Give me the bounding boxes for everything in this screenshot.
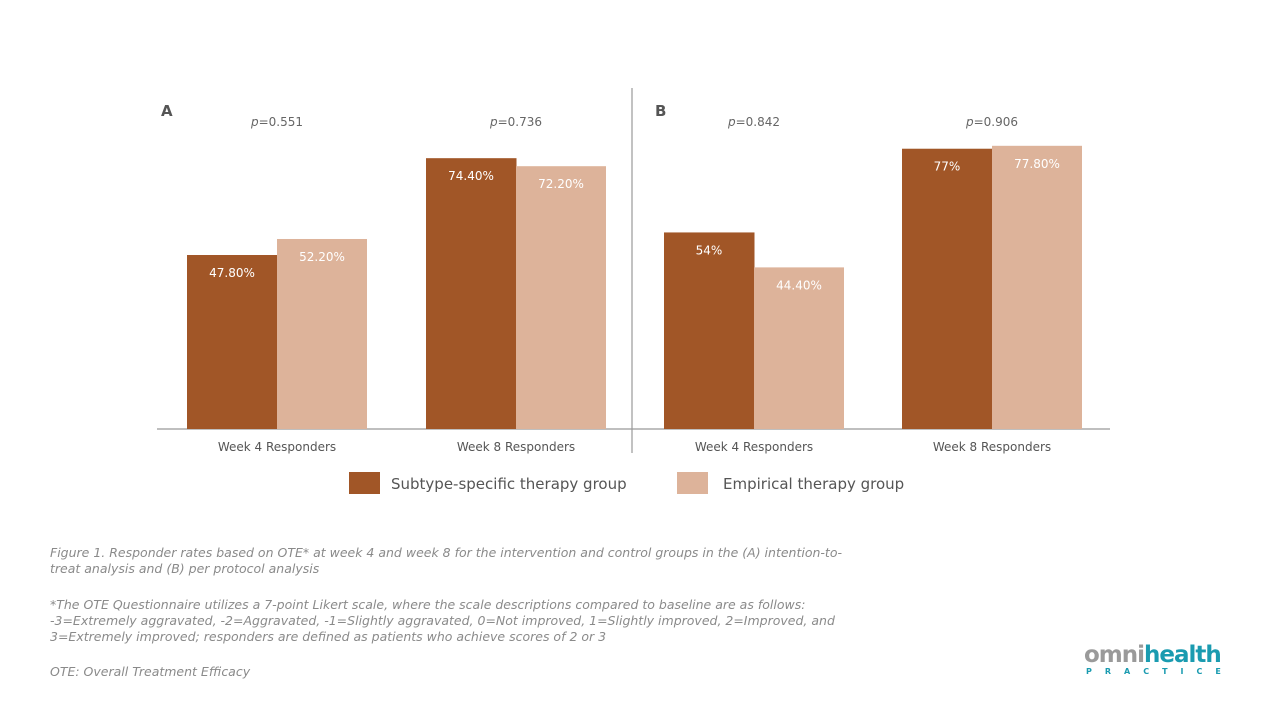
- panel-label: A: [161, 102, 173, 120]
- p-value-label: p=0.551: [250, 115, 303, 129]
- legend-label: Empirical therapy group: [723, 475, 904, 493]
- omnihealth-logo: omnihealth PRACTICE: [1084, 642, 1234, 676]
- bar-subtype-specific: [902, 148, 993, 429]
- p-value-label: p=0.906: [965, 115, 1018, 129]
- legend-swatch: [677, 472, 708, 494]
- bar-empirical: [516, 166, 606, 429]
- bar-empirical: [992, 145, 1082, 430]
- p-value-label: p=0.842: [727, 115, 780, 129]
- legend-label: Subtype-specific therapy group: [391, 475, 627, 493]
- ote-abbreviation: OTE: Overall Treatment Efficacy: [50, 664, 251, 679]
- bar-value-label: 47.80%: [209, 266, 255, 280]
- bar-subtype-specific: [187, 255, 278, 429]
- bar-empirical: [754, 267, 844, 429]
- category-label: Week 4 Responders: [695, 440, 813, 454]
- bar-subtype-specific: [426, 158, 517, 429]
- category-label: Week 4 Responders: [218, 440, 336, 454]
- bar-value-label: 52.20%: [299, 250, 345, 264]
- bar-value-label: 77.80%: [1014, 157, 1060, 171]
- bar-value-label: 44.40%: [776, 278, 822, 292]
- bar-value-label: 54%: [696, 243, 723, 257]
- bar-value-label: 72.20%: [538, 177, 584, 191]
- figure-caption: Figure 1. Responder rates based on OTE* …: [50, 545, 842, 576]
- ote-footnote: *The OTE Questionnaire utilizes a 7-poin…: [50, 597, 835, 644]
- legend-swatch: [349, 472, 380, 494]
- bar-subtype-specific: [664, 232, 755, 429]
- p-value-label: p=0.736: [489, 115, 542, 129]
- bar-empirical: [277, 238, 367, 429]
- bar-value-label: 74.40%: [448, 169, 494, 183]
- category-label: Week 8 Responders: [933, 440, 1051, 454]
- bar-value-label: 77%: [934, 160, 961, 174]
- panel-label: B: [655, 102, 666, 120]
- category-label: Week 8 Responders: [457, 440, 575, 454]
